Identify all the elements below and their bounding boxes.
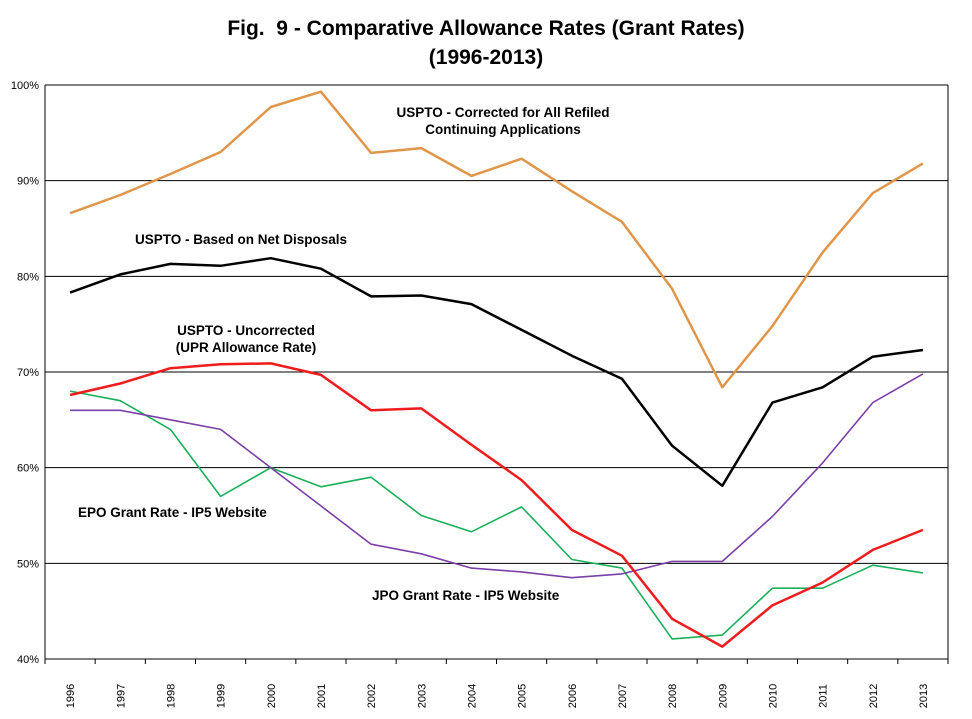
x-axis-tick-labels: 1996 1997 1998 1999 2000 2001 2002 2003 2004 2005…	[65, 684, 930, 708]
x-tick-label: 2007	[617, 684, 629, 708]
x-tick-label: 1996	[65, 684, 77, 708]
x-tick-label: 2004	[466, 684, 478, 708]
annotation-label: USPTO - Based on Net Disposals	[135, 232, 347, 247]
y-tick-label: 80%	[17, 271, 39, 283]
x-tick-label: 1998	[165, 684, 177, 708]
y-tick-label: 60%	[17, 463, 39, 475]
y-tick-label: 40%	[17, 654, 39, 666]
chart-title-block: Fig. 9 - Comparative Allowance Rates (Gr…	[0, 14, 972, 72]
annotation-label: EPO Grant Rate - IP5 Website	[78, 505, 267, 520]
x-tick-label: 1999	[216, 684, 228, 708]
y-axis-tick-labels: 40% 50% 60% 70% 80% 90% 100%	[11, 80, 39, 666]
x-tick-label: 2002	[366, 684, 378, 708]
x-tick-label: 2006	[567, 684, 579, 708]
x-tick-label: 2003	[416, 684, 428, 708]
annotation-label: Continuing Applications	[425, 122, 580, 137]
x-tick-label: 2001	[316, 684, 328, 708]
x-tick-label: 2009	[717, 684, 729, 708]
series-annotations: USPTO - Corrected for All Refiled Continu…	[78, 105, 610, 603]
x-tick-label: 2008	[667, 684, 679, 708]
series-line-3	[69, 390, 924, 640]
y-tick-label: 100%	[11, 80, 39, 92]
x-tick-label: 2005	[517, 684, 529, 708]
series-line-0	[69, 90, 924, 389]
series-line-4	[70, 373, 924, 579]
y-tick-label: 70%	[17, 367, 39, 379]
gridlines	[44, 84, 949, 664]
series-lines	[69, 90, 924, 648]
series-line-2	[69, 362, 924, 648]
x-tick-label: 2013	[918, 684, 930, 708]
y-tick-label: 50%	[17, 558, 39, 570]
annotation-label: USPTO - Uncorrected	[177, 323, 315, 338]
series-line-1	[69, 256, 924, 488]
x-tick-label: 2011	[818, 684, 830, 708]
y-tick-label: 90%	[17, 176, 39, 188]
x-tick-label: 2010	[767, 684, 779, 708]
x-tick-label: 2000	[266, 684, 278, 708]
chart-title: Fig. 9 - Comparative Allowance Rates (Gr…	[227, 17, 745, 40]
x-tick-label: 2012	[868, 684, 880, 708]
annotation-label: JPO Grant Rate - IP5 Website	[372, 588, 560, 603]
chart-subtitle: (1996-2013)	[428, 46, 544, 69]
annotation-label: (UPR Allowance Rate)	[176, 340, 317, 355]
x-tick-label: 1997	[115, 684, 127, 708]
annotation-label: USPTO - Corrected for All Refiled	[396, 105, 609, 120]
